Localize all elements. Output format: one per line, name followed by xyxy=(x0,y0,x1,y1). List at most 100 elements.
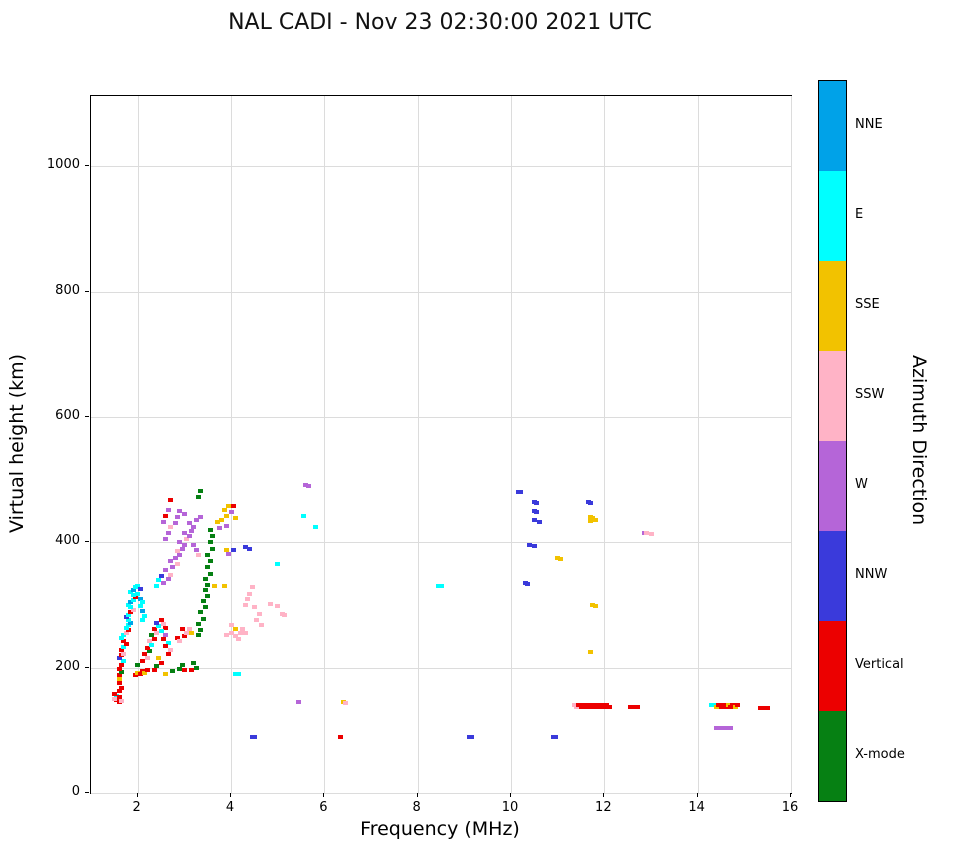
scatter-point xyxy=(195,621,201,626)
scatter-point xyxy=(142,670,148,675)
x-tick-mark xyxy=(136,793,138,797)
x-tick-mark xyxy=(790,793,791,797)
colorbar-segment-x-mode xyxy=(819,711,846,801)
scatter-point xyxy=(139,659,145,664)
scatter-point xyxy=(130,592,136,597)
colorbar-segment-ssw xyxy=(819,351,846,441)
scatter-point xyxy=(163,625,169,630)
scatter-point xyxy=(254,618,260,622)
scatter-point xyxy=(144,656,150,661)
scatter-point xyxy=(256,611,262,616)
scatter-point xyxy=(221,507,227,512)
scatter-point xyxy=(718,726,724,731)
scatter-point xyxy=(170,565,176,570)
x-tick-mark xyxy=(603,793,605,797)
scatter-point xyxy=(242,602,248,607)
scatter-point xyxy=(179,546,185,551)
scatter-point xyxy=(200,599,206,604)
scatter-point xyxy=(137,587,143,592)
scatter-point xyxy=(212,584,218,589)
scatter-point xyxy=(158,574,164,579)
scatter-point xyxy=(163,537,169,542)
scatter-point xyxy=(123,615,129,620)
scatter-point xyxy=(163,671,169,676)
scatter-point xyxy=(139,599,145,604)
scatter-point xyxy=(117,676,123,681)
scatter-point xyxy=(177,666,183,671)
scatter-point xyxy=(151,626,157,631)
y-gridline xyxy=(91,166,791,168)
scatter-point xyxy=(130,597,136,602)
scatter-point xyxy=(165,640,171,645)
scatter-point xyxy=(312,524,318,529)
scatter-point xyxy=(205,582,211,587)
scatter-point xyxy=(142,651,148,656)
scatter-point xyxy=(177,639,183,644)
scatter-point xyxy=(111,696,117,701)
scatter-point xyxy=(172,555,178,560)
scatter-point xyxy=(247,546,253,551)
scatter-point xyxy=(193,665,199,670)
scatter-point xyxy=(186,534,192,538)
scatter-point xyxy=(121,638,127,643)
scatter-point xyxy=(163,633,169,638)
scatter-point xyxy=(179,626,185,631)
scatter-point xyxy=(149,643,155,648)
x-tick-label: 10 xyxy=(501,800,519,815)
scatter-point xyxy=(125,628,131,633)
scatter-point xyxy=(116,681,122,686)
y-tick-label: 200 xyxy=(55,658,80,674)
scatter-point xyxy=(198,628,204,633)
x-gridline xyxy=(324,96,326,793)
scatter-point xyxy=(534,500,540,505)
colorbar-label: NNW xyxy=(855,567,888,582)
scatter-point xyxy=(181,668,187,673)
scatter-point xyxy=(207,540,213,545)
scatter-point xyxy=(527,542,533,547)
scatter-point xyxy=(205,552,211,557)
scatter-point xyxy=(167,559,173,564)
scatter-point xyxy=(191,525,197,530)
scatter-point xyxy=(734,703,740,708)
scatter-point xyxy=(186,521,192,526)
x-axis-label: Frequency (MHz) xyxy=(360,818,520,840)
scatter-point xyxy=(116,689,122,694)
scatter-point xyxy=(202,576,208,581)
scatter-point xyxy=(116,673,122,678)
scatter-point xyxy=(300,513,306,518)
scatter-point xyxy=(223,547,229,552)
scatter-point xyxy=(172,521,178,526)
scatter-point xyxy=(158,629,164,634)
scatter-point xyxy=(158,618,164,622)
x-gridline xyxy=(511,96,512,793)
scatter-point xyxy=(137,671,143,676)
scatter-point xyxy=(179,663,185,668)
scatter-point xyxy=(167,524,173,529)
scatter-point xyxy=(130,607,136,612)
scatter-point xyxy=(240,626,246,631)
scatter-point xyxy=(235,636,241,641)
scatter-point xyxy=(156,577,162,582)
scatter-point xyxy=(205,565,211,570)
scatter-point xyxy=(128,600,134,605)
scatter-point xyxy=(592,517,598,522)
scatter-point xyxy=(125,612,131,617)
scatter-point xyxy=(727,726,733,731)
scatter-point xyxy=(153,664,159,669)
scatter-point xyxy=(268,601,274,606)
scatter-point xyxy=(242,630,248,635)
y-gridline xyxy=(91,793,791,794)
scatter-point xyxy=(209,546,215,551)
scatter-point xyxy=(153,584,159,589)
scatter-point xyxy=(144,668,150,673)
scatter-point xyxy=(160,636,166,641)
y-tick-label: 1000 xyxy=(46,157,80,173)
scatter-point xyxy=(135,591,141,596)
scatter-point xyxy=(242,545,248,550)
scatter-point xyxy=(342,701,348,706)
scatter-point xyxy=(181,512,187,517)
scatter-point xyxy=(111,691,117,696)
scatter-point xyxy=(181,634,187,639)
scatter-point xyxy=(123,630,129,635)
